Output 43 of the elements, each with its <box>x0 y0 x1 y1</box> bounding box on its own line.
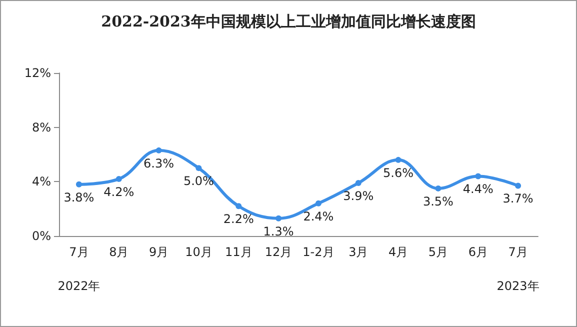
x-tick-label: 5月 <box>428 245 448 259</box>
data-label: 2.2% <box>223 212 254 226</box>
data-label: 3.8% <box>64 190 94 204</box>
x-tick-label: 12月 <box>264 245 292 259</box>
point <box>156 147 162 154</box>
data-label: 3.7% <box>502 192 534 206</box>
data-label: 4.4% <box>462 182 494 196</box>
text: 2023年 <box>496 279 540 293</box>
x-tick-label: 1-2月 <box>302 245 334 259</box>
x-tick-label: 7月 <box>69 245 89 259</box>
point <box>395 156 402 163</box>
point <box>196 165 202 172</box>
data-label: 1.3% <box>263 224 294 238</box>
point <box>355 180 362 186</box>
point <box>315 200 322 206</box>
x-tick-label: 4月 <box>388 245 408 259</box>
point <box>276 215 282 222</box>
x-tick-label: 6月 <box>468 245 488 259</box>
y-tick-label: 8% <box>32 120 51 134</box>
point <box>435 185 442 192</box>
x-tick-label: 9月 <box>148 245 169 259</box>
x-tick-label: 10月 <box>185 245 212 259</box>
data-label: 3.9% <box>343 189 374 204</box>
y-tick-label: 12% <box>24 66 51 80</box>
x-tick-label: 7月 <box>508 245 528 259</box>
point <box>475 173 482 180</box>
data-label: 6.3% <box>144 156 174 170</box>
chart-title: 2022-2023年中国规模以上工业增加值同比增长速度图 <box>101 12 476 30</box>
y-tick-label: 4% <box>32 174 51 189</box>
y-tick-label: 0% <box>32 229 51 243</box>
data-label: 3.5% <box>422 194 454 208</box>
x-tick-label: 3月 <box>348 245 368 259</box>
point <box>515 182 522 189</box>
x-tick-label: 11月 <box>224 245 252 259</box>
data-label: 5.6% <box>383 166 414 180</box>
x-tick-label: 8月 <box>109 245 129 259</box>
point <box>76 181 82 188</box>
point <box>236 203 242 210</box>
text: 2022年 <box>58 279 100 293</box>
point <box>116 176 122 182</box>
data-label: 2.4% <box>303 209 334 224</box>
data-label: 5.0% <box>183 174 214 188</box>
data-label: 4.2% <box>104 184 134 199</box>
